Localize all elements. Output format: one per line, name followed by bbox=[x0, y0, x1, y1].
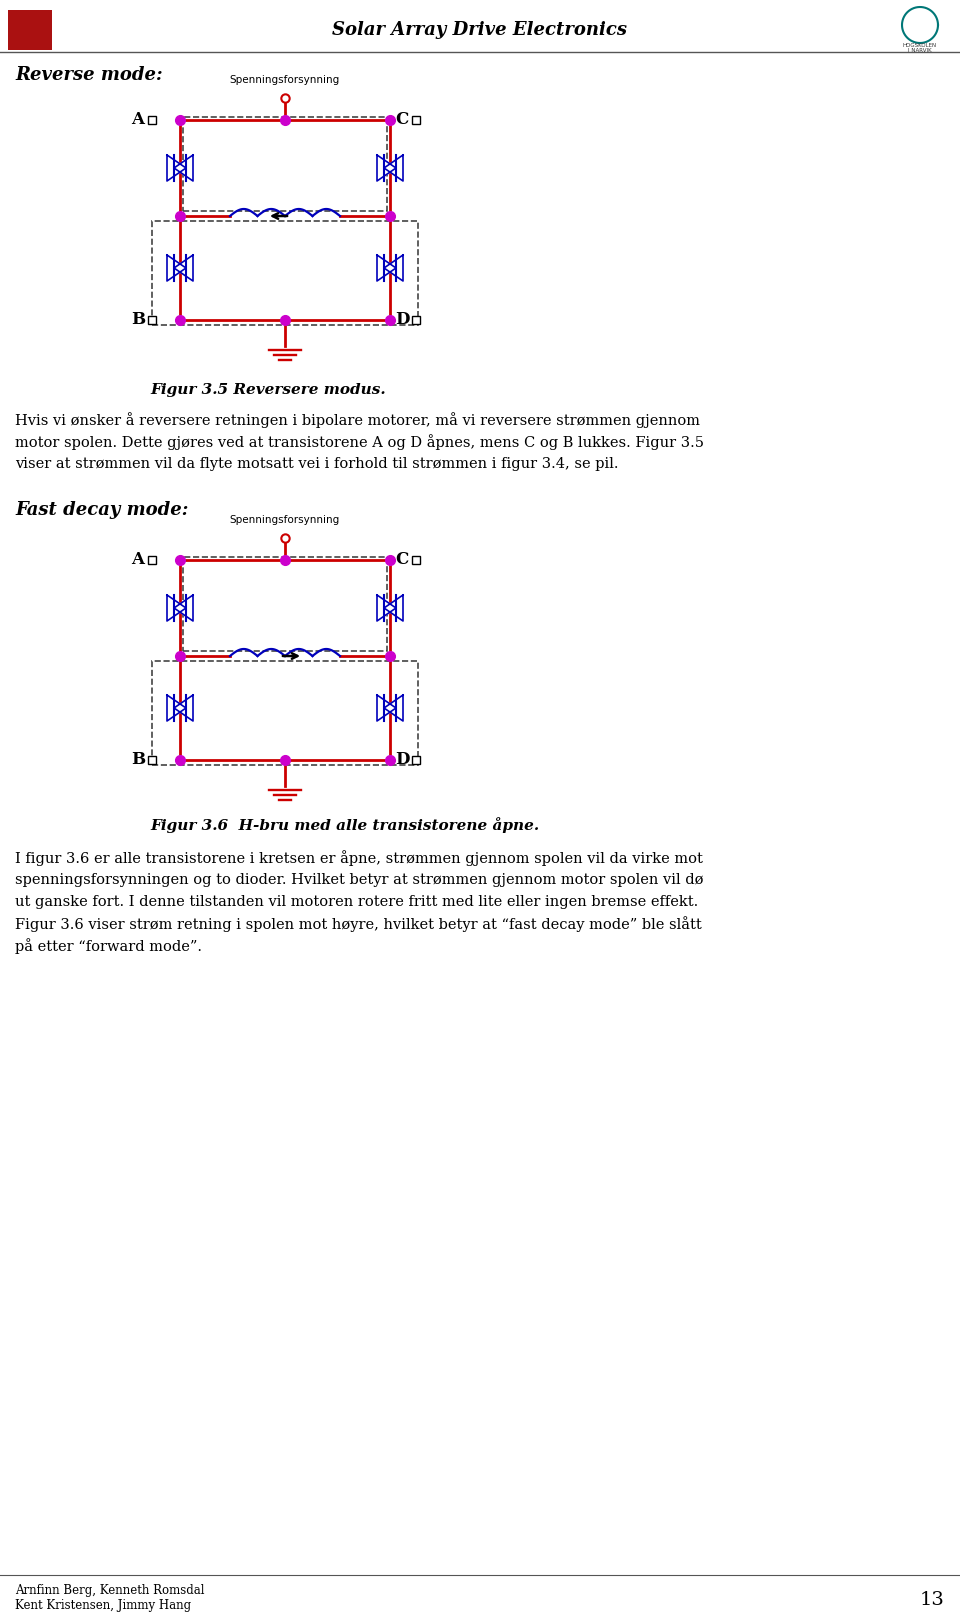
Text: spenningsforsynningen og to dioder. Hvilket betyr at strømmen gjennom motor spol: spenningsforsynningen og to dioder. Hvil… bbox=[15, 873, 704, 888]
Text: I figur 3.6 er alle transistorene i kretsen er åpne, strømmen gjennom spolen vil: I figur 3.6 er alle transistorene i kret… bbox=[15, 851, 703, 867]
Text: Kent Kristensen, Jimmy Hang: Kent Kristensen, Jimmy Hang bbox=[15, 1599, 191, 1612]
Polygon shape bbox=[167, 255, 186, 281]
Polygon shape bbox=[377, 155, 396, 181]
Text: C: C bbox=[396, 112, 409, 128]
Bar bbox=[148, 757, 156, 763]
Text: Figur 3.6 viser strøm retning i spolen mot høyre, hvilket betyr at “fast decay m: Figur 3.6 viser strøm retning i spolen m… bbox=[15, 917, 702, 931]
Text: A: A bbox=[132, 551, 145, 569]
Bar bbox=[148, 556, 156, 564]
Text: B: B bbox=[131, 312, 145, 328]
Text: Spenningsforsynning: Spenningsforsynning bbox=[229, 74, 340, 86]
Polygon shape bbox=[167, 595, 186, 621]
Bar bbox=[412, 556, 420, 564]
Text: Figur 3.5 Reversere modus.: Figur 3.5 Reversere modus. bbox=[150, 383, 386, 398]
Text: Hvis vi ønsker å reversere retningen i bipolare motorer, må vi reversere strømme: Hvis vi ønsker å reversere retningen i b… bbox=[15, 412, 700, 429]
Text: A: A bbox=[132, 112, 145, 128]
Text: motor spolen. Dette gjøres ved at transistorene A og D åpnes, mens C og B lukkes: motor spolen. Dette gjøres ved at transi… bbox=[15, 433, 704, 450]
Bar bbox=[8, 10, 52, 50]
Text: Solar Array Drive Electronics: Solar Array Drive Electronics bbox=[332, 21, 628, 39]
Bar bbox=[148, 315, 156, 323]
Text: D: D bbox=[395, 752, 409, 768]
Text: Figur 3.6  H-bru med alle transistorene åpne.: Figur 3.6 H-bru med alle transistorene å… bbox=[150, 817, 540, 833]
Polygon shape bbox=[384, 595, 403, 621]
Text: Arnfinn Berg, Kenneth Romsdal: Arnfinn Berg, Kenneth Romsdal bbox=[15, 1583, 204, 1596]
Polygon shape bbox=[174, 595, 193, 621]
Polygon shape bbox=[174, 255, 193, 281]
Text: Fast decay mode:: Fast decay mode: bbox=[15, 501, 188, 519]
Text: på etter “forward mode”.: på etter “forward mode”. bbox=[15, 938, 202, 954]
Polygon shape bbox=[377, 595, 396, 621]
Polygon shape bbox=[167, 695, 186, 721]
Bar bbox=[412, 315, 420, 323]
Text: HOGSKOLEN
I NARVIK: HOGSKOLEN I NARVIK bbox=[903, 42, 937, 53]
Polygon shape bbox=[377, 695, 396, 721]
Polygon shape bbox=[167, 155, 186, 181]
Bar bbox=[412, 116, 420, 125]
Text: Reverse mode:: Reverse mode: bbox=[15, 66, 162, 84]
Text: 13: 13 bbox=[920, 1591, 945, 1609]
Polygon shape bbox=[384, 695, 403, 721]
Bar bbox=[412, 757, 420, 763]
Bar bbox=[148, 116, 156, 125]
Polygon shape bbox=[174, 695, 193, 721]
Polygon shape bbox=[174, 155, 193, 181]
Text: D: D bbox=[395, 312, 409, 328]
Text: KONGSBERG: KONGSBERG bbox=[8, 63, 52, 68]
Text: C: C bbox=[396, 551, 409, 569]
Text: ut ganske fort. I denne tilstanden vil motoren rotere fritt med lite eller ingen: ut ganske fort. I denne tilstanden vil m… bbox=[15, 894, 698, 909]
Polygon shape bbox=[377, 255, 396, 281]
Text: Spenningsforsynning: Spenningsforsynning bbox=[229, 514, 340, 526]
Text: viser at strømmen vil da flyte motsatt vei i forhold til strømmen i figur 3.4, s: viser at strømmen vil da flyte motsatt v… bbox=[15, 458, 618, 471]
Polygon shape bbox=[384, 155, 403, 181]
Polygon shape bbox=[384, 255, 403, 281]
Text: B: B bbox=[131, 752, 145, 768]
